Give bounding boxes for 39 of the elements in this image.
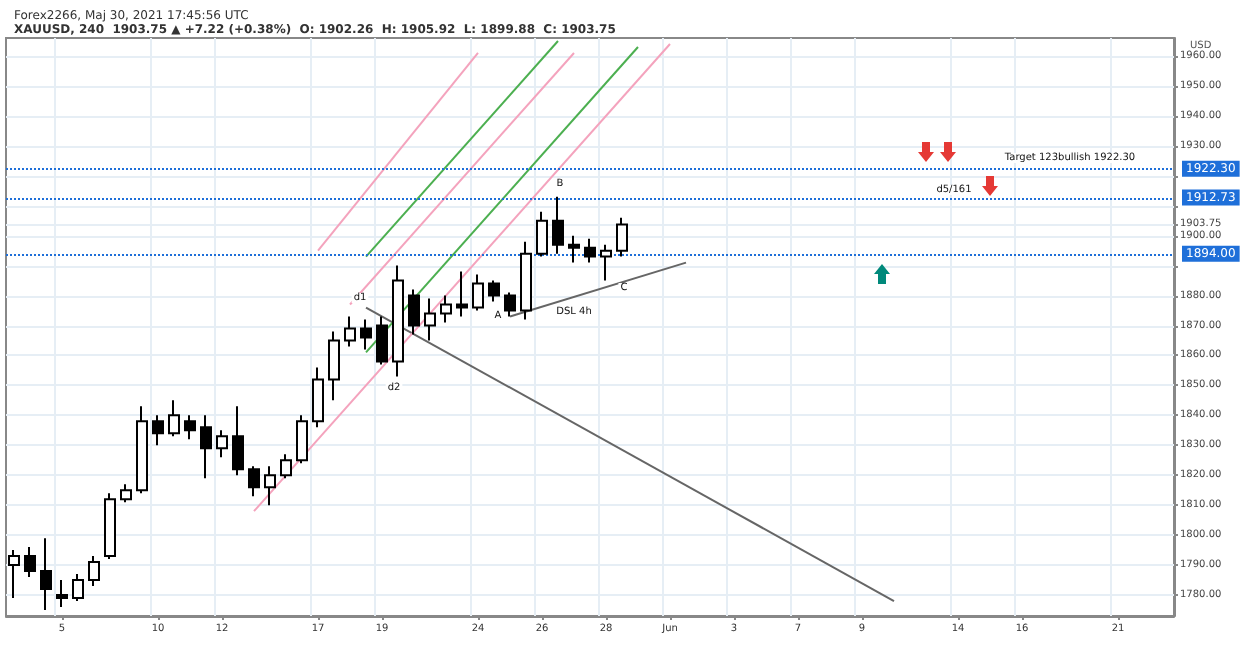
candlestick: [88, 555, 100, 588]
candlestick: [312, 366, 324, 429]
candlestick: [536, 210, 548, 258]
candlestick: [136, 405, 148, 495]
candlestick: [232, 405, 244, 477]
candlestick: [168, 399, 180, 438]
candlestick: [104, 492, 116, 561]
candlestick: [344, 315, 356, 348]
candlestick: [184, 414, 196, 441]
candlestick: [120, 483, 132, 504]
candlestick: [584, 237, 596, 264]
candlestick: [24, 546, 36, 579]
candlestick: [376, 315, 388, 366]
candlestick: [440, 294, 452, 324]
candlestick: [568, 234, 580, 264]
candlestick: [488, 279, 500, 303]
candlestick: [216, 429, 228, 459]
candlestick: [248, 465, 260, 498]
candlestick: [328, 330, 340, 402]
candlestick: [264, 465, 276, 507]
candlestick: [152, 414, 164, 447]
candlestick: [504, 291, 516, 318]
candlestick: [520, 240, 532, 321]
candlestick: [392, 264, 404, 378]
candlestick: [616, 216, 628, 258]
candlestick: [360, 318, 372, 351]
candlestick: [456, 270, 468, 318]
candlestick: [72, 573, 84, 603]
candlestick: [408, 288, 420, 336]
candlestick: [200, 414, 212, 480]
candlestick: [56, 579, 68, 609]
candlestick: [600, 243, 612, 282]
candlestick: [472, 273, 484, 312]
candlestick: [280, 453, 292, 480]
candlestick: [424, 297, 436, 342]
candlestick: [552, 195, 564, 255]
candlestick: [40, 537, 52, 612]
candlestick: [296, 414, 308, 465]
candlestick: [8, 549, 20, 600]
